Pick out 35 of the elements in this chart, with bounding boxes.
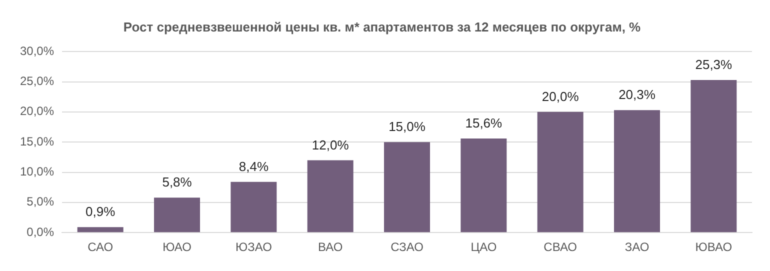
- data-label: 15,6%: [465, 116, 503, 131]
- bar: [537, 112, 584, 232]
- bar: [154, 198, 200, 232]
- data-label: 20,0%: [542, 89, 580, 104]
- x-tick-label: ЮЗАО: [235, 240, 272, 254]
- data-label: 15,0%: [388, 119, 426, 134]
- x-tick-label: ЮВАО: [695, 240, 732, 254]
- bar: [307, 160, 354, 232]
- bar: [690, 80, 737, 232]
- bar: [230, 182, 277, 232]
- data-label: 25,3%: [695, 57, 733, 72]
- x-tick-label: СЗАО: [390, 240, 424, 254]
- bar: [460, 138, 507, 232]
- x-tick-label: САО: [88, 240, 114, 254]
- y-tick-label: 30,0%: [20, 44, 54, 58]
- bar: [384, 142, 430, 232]
- y-tick-label: 20,0%: [20, 104, 54, 118]
- x-tick-label: ЮАО: [162, 240, 192, 254]
- x-tick-label: ЗАО: [624, 240, 650, 254]
- data-label: 0,9%: [86, 204, 116, 220]
- x-tick-label: СВАО: [544, 240, 578, 254]
- bar: [77, 227, 124, 232]
- data-label: 5,8%: [162, 174, 192, 190]
- bar: [614, 110, 660, 232]
- y-tick-label: 0,0%: [26, 224, 54, 239]
- data-label: 8,4%: [238, 159, 269, 174]
- x-tick-label: ВАО: [318, 240, 343, 254]
- x-tick-label: ЦАО: [470, 240, 497, 254]
- y-tick-label: 5,0%: [26, 194, 54, 209]
- y-tick-label: 25,0%: [20, 74, 54, 88]
- chart-title: Рост средневзвешенной цены кв. м* апартаментов за 12 месяцев по округам, %: [123, 19, 642, 34]
- y-tick-label: 10,0%: [20, 164, 54, 179]
- data-label: 12,0%: [312, 137, 350, 152]
- data-label: 20,3%: [618, 87, 656, 102]
- y-tick-label: 15,0%: [20, 134, 54, 148]
